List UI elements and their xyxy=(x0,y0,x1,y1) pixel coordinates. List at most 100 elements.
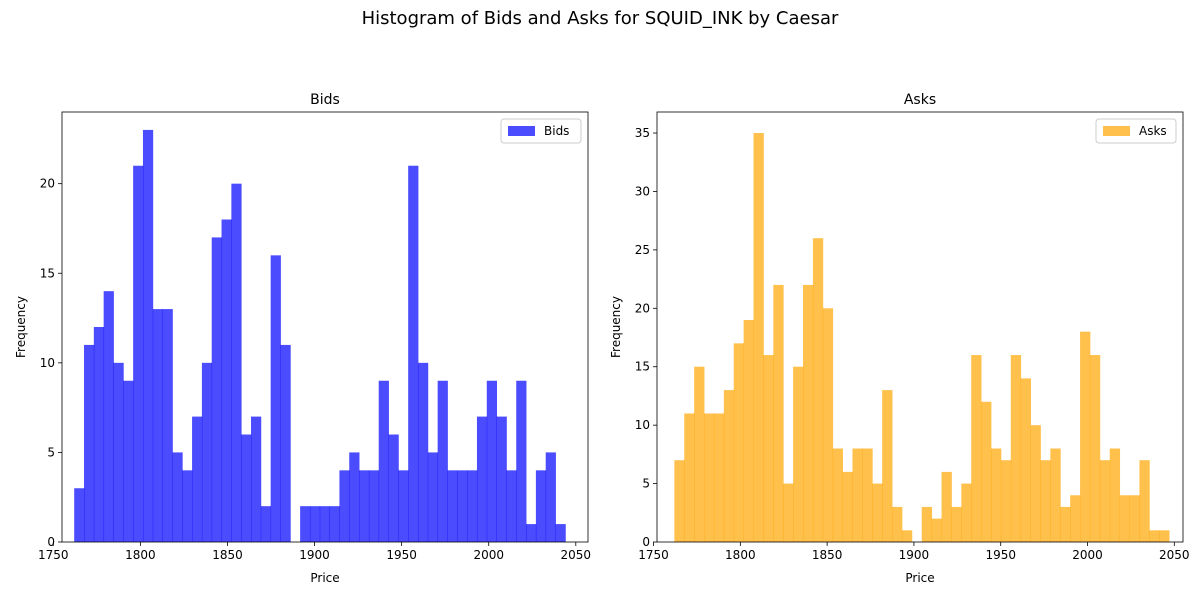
plot-frame xyxy=(61,111,589,543)
histogram-bar xyxy=(1119,495,1130,542)
histogram-bar xyxy=(773,284,784,542)
x-tick-label: 1900 xyxy=(299,548,330,562)
histogram-bar xyxy=(971,355,982,542)
histogram-bar xyxy=(398,470,409,542)
y-tick-label: 15 xyxy=(635,360,650,374)
x-tick-label: 1950 xyxy=(386,548,417,562)
histogram-bar xyxy=(329,506,340,542)
histogram-bar xyxy=(832,448,843,542)
asks-histogram: 1750 1800 1850 1900 1950 2000 2050 0 5 10 15 20 25 30… xyxy=(609,92,1190,585)
histogram-bar xyxy=(123,380,134,542)
histogram-bar xyxy=(1099,460,1111,542)
histogram-bar xyxy=(1149,530,1160,542)
histogram-bar xyxy=(221,219,232,542)
histogram-bar xyxy=(251,416,262,542)
histogram-bar xyxy=(241,434,252,542)
histogram-bar xyxy=(892,506,903,542)
y-tick-label: 20 xyxy=(635,301,650,315)
histogram-bar xyxy=(1040,460,1051,542)
legend-swatch xyxy=(1103,126,1130,136)
histogram-bar xyxy=(1060,506,1071,542)
histogram-bar xyxy=(1000,460,1012,542)
histogram-bar xyxy=(192,416,203,542)
histogram-bar xyxy=(182,470,193,542)
y-tick-label: 25 xyxy=(635,243,650,257)
histogram-bar xyxy=(142,129,154,542)
legend-label: Bids xyxy=(544,124,569,138)
plot-frame xyxy=(656,111,1184,543)
histogram-bar xyxy=(93,327,105,542)
legend-label: Asks xyxy=(1139,124,1167,138)
histogram-bar xyxy=(1020,378,1031,542)
x-tick-label: 2000 xyxy=(1072,548,1103,562)
histogram-bar xyxy=(812,238,824,542)
legend-box xyxy=(500,118,582,144)
histogram-bar xyxy=(862,448,873,542)
histogram-bar xyxy=(941,471,952,542)
histogram-bar xyxy=(496,416,507,542)
histogram-bar xyxy=(901,530,913,542)
histogram-bar xyxy=(931,518,942,542)
x-tick-label: 1850 xyxy=(812,548,843,562)
histogram-bar xyxy=(1050,448,1061,542)
histogram-bar xyxy=(1089,355,1101,542)
histogram-bar xyxy=(713,413,725,542)
histogram-bar xyxy=(427,452,439,542)
histogram-bar xyxy=(339,470,350,542)
histogram-bar xyxy=(1139,460,1150,542)
x-tick-label: 1750 xyxy=(38,548,69,562)
histogram-bar xyxy=(694,366,705,542)
histogram-bar xyxy=(1070,495,1081,542)
x-tick-label: 2050 xyxy=(561,548,592,562)
histogram-bar xyxy=(704,413,715,542)
histogram-bar xyxy=(349,452,360,542)
histogram-bar xyxy=(1010,355,1022,542)
histogram-bar xyxy=(545,452,556,542)
x-tick-label: 2050 xyxy=(1159,548,1190,562)
x-tick-label: 1750 xyxy=(638,548,669,562)
histogram-bar xyxy=(418,362,429,542)
histogram-bar xyxy=(280,344,291,542)
histogram-bar xyxy=(359,470,370,542)
histogram-bar xyxy=(822,308,834,542)
histogram-bar xyxy=(309,506,321,542)
y-tick-label: 10 xyxy=(40,356,55,370)
histogram-bar xyxy=(1030,425,1041,542)
histogram-bar xyxy=(486,380,497,542)
histogram-bar xyxy=(260,506,272,542)
legend-box xyxy=(1095,118,1177,144)
y-tick-label: 30 xyxy=(635,184,650,198)
histogram-bar xyxy=(201,362,213,542)
histogram-bar xyxy=(457,470,468,542)
y-axis-label: Frequency xyxy=(14,296,28,358)
histogram-bar xyxy=(113,362,124,542)
y-tick-label: 0 xyxy=(642,535,650,549)
histogram-bar xyxy=(555,524,566,542)
chart-title: Asks xyxy=(904,92,936,108)
histogram-bar xyxy=(852,448,863,542)
y-tick-label: 0 xyxy=(47,535,55,549)
histogram-bar xyxy=(674,460,685,542)
histogram-bar xyxy=(733,343,745,542)
histogram-bar xyxy=(961,483,972,542)
histogram-bar xyxy=(74,488,85,542)
histogram-bar xyxy=(723,390,735,542)
histogram-bar xyxy=(991,448,1002,542)
x-tick-label: 1800 xyxy=(125,548,156,562)
histogram-bar xyxy=(506,470,517,542)
histogram-bar xyxy=(300,506,311,542)
histogram-bar xyxy=(447,470,458,542)
histogram-bar xyxy=(842,471,853,542)
x-tick-label: 1850 xyxy=(212,548,243,562)
y-tick-label: 20 xyxy=(40,177,55,191)
histogram-bar xyxy=(319,506,330,542)
x-tick-label: 1950 xyxy=(985,548,1016,562)
figure-title: Histogram of Bids and Asks for SQUID_INK… xyxy=(361,8,839,29)
histogram-bar xyxy=(526,524,537,542)
x-tick-label: 1800 xyxy=(725,548,756,562)
x-axis-label: Price xyxy=(310,571,339,585)
histogram-bar xyxy=(211,237,222,542)
histogram-bar xyxy=(753,133,764,543)
bids-histogram: 1750 1800 1850 1900 1950 2000 2050 0 5 10 15 20 Bids… xyxy=(14,92,592,585)
legend-swatch xyxy=(508,126,535,136)
